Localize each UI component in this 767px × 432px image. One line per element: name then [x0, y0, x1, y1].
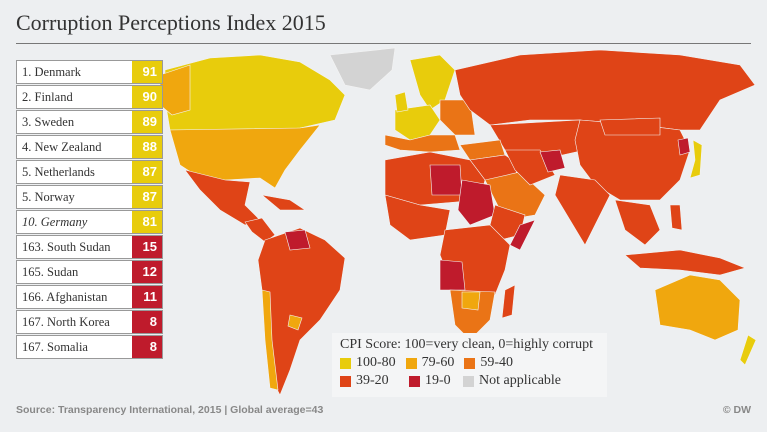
region-somalia	[509, 219, 536, 251]
cpi-score: 91	[132, 61, 162, 83]
ranking-row: 5. Netherlands 87	[16, 160, 163, 184]
region-venezuela	[284, 229, 311, 251]
dw-credit: © DW	[722, 404, 751, 416]
ranking-row: 2. Finland 90	[16, 85, 163, 109]
country-rank-label: 5. Norway	[22, 190, 75, 204]
legend-label: 59-40	[480, 355, 514, 370]
cpi-score: 12	[132, 261, 162, 283]
legend-item: 39-20	[340, 373, 399, 389]
cpi-score: 90	[132, 86, 162, 108]
region-canada	[164, 54, 346, 131]
region-philippines	[669, 204, 683, 231]
legend-item: Not applicable	[463, 373, 561, 389]
region-caribbean	[260, 194, 306, 211]
cpi-score: 15	[132, 236, 162, 258]
region-angola	[439, 259, 466, 291]
source-note: Source: Transparency International, 2015…	[16, 404, 324, 416]
legend-label: 79-60	[421, 355, 455, 370]
country-rank-label: 167. Somalia	[22, 340, 88, 354]
region-russia	[454, 49, 756, 131]
country-rank-label: 4. New Zealand	[22, 140, 102, 154]
region-alaska	[159, 64, 191, 116]
region-chile	[261, 289, 279, 391]
legend-swatch	[340, 357, 351, 369]
country-rank-label: 163. South Sudan	[22, 240, 111, 254]
legend-label: 39-20	[356, 373, 389, 388]
region-libya	[429, 164, 463, 196]
region-india	[554, 174, 611, 246]
ranking-row: 3. Sweden 89	[16, 110, 163, 134]
legend-label: Not applicable	[479, 373, 562, 388]
region-botswana	[461, 291, 481, 311]
ranking-row: 167. North Korea 8	[16, 310, 163, 334]
legend-swatch	[340, 375, 351, 387]
legend-title: CPI Score: 100=very clean, 0=highly corr…	[340, 337, 593, 352]
ranking-table: 1. Denmark 91 2. Finland 90 3. Sweden 89 4. Ne…	[16, 60, 163, 360]
region-se-asia	[614, 199, 661, 246]
legend-row: 39-20 19-0 Not applicable	[340, 373, 599, 389]
title-divider	[16, 43, 751, 44]
region-mongolia	[599, 117, 661, 136]
cpi-score: 87	[132, 161, 162, 183]
country-rank-label: 5. Netherlands	[22, 165, 95, 179]
region-uruguay	[287, 314, 303, 331]
cpi-score: 81	[132, 211, 162, 233]
ranking-row: 165. Sudan 12	[16, 260, 163, 284]
country-rank-label: 10. Germany	[22, 215, 88, 229]
country-rank-label: 2. Finland	[22, 90, 73, 104]
region-north-korea	[677, 137, 691, 156]
region-indonesia	[624, 249, 746, 276]
country-rank-label: 1. Denmark	[22, 65, 82, 79]
region-sudan	[457, 179, 496, 226]
region-uk	[394, 91, 409, 113]
ranking-row: 166. Afghanistan 11	[16, 285, 163, 309]
region-southern-africa	[449, 289, 496, 341]
legend-swatch	[409, 375, 420, 387]
cpi-score: 87	[132, 186, 162, 208]
legend-item: 59-40	[464, 355, 513, 371]
region-australia	[654, 274, 741, 341]
legend-item: 79-60	[405, 355, 455, 371]
region-japan	[689, 139, 703, 179]
region-southern-europe	[384, 134, 461, 153]
ranking-row: 1. Denmark 91	[16, 60, 163, 84]
cpi-score: 8	[132, 311, 162, 333]
ranking-row: 4. New Zealand 88	[16, 135, 163, 159]
legend-swatch	[463, 375, 474, 387]
map-legend: CPI Score: 100=very clean, 0=highly corr…	[332, 333, 607, 397]
region-afghanistan	[539, 149, 566, 173]
region-horn	[489, 204, 526, 241]
region-madagascar	[501, 284, 516, 319]
cpi-score: 88	[132, 136, 162, 158]
country-rank-label: 167. North Korea	[22, 315, 110, 329]
legend-item: 19-0	[409, 373, 453, 389]
legend-label: 19-0	[425, 373, 451, 388]
legend-swatch	[405, 357, 417, 369]
ranking-row: 163. South Sudan 15	[16, 235, 163, 259]
region-new-zealand	[739, 334, 757, 366]
country-rank-label: 166. Afghanistan	[22, 290, 108, 304]
legend-label: 100-80	[356, 355, 396, 370]
cpi-score: 89	[132, 111, 162, 133]
page-title: Corruption Perceptions Index 2015	[16, 10, 326, 35]
legend-item: 100-80	[340, 355, 396, 371]
country-rank-label: 3. Sweden	[22, 115, 75, 129]
ranking-row: 167. Somalia 8	[16, 335, 163, 359]
ranking-row: 10. Germany 81	[16, 210, 163, 234]
country-rank-label: 165. Sudan	[22, 265, 79, 279]
legend-swatch	[464, 357, 476, 369]
ranking-row: 5. Norway 87	[16, 185, 163, 209]
cpi-score: 8	[132, 336, 162, 358]
cpi-score: 11	[132, 286, 162, 308]
legend-row: 100-80 79-60 59-40	[340, 355, 599, 371]
region-greenland	[329, 47, 396, 91]
region-china	[574, 119, 691, 201]
